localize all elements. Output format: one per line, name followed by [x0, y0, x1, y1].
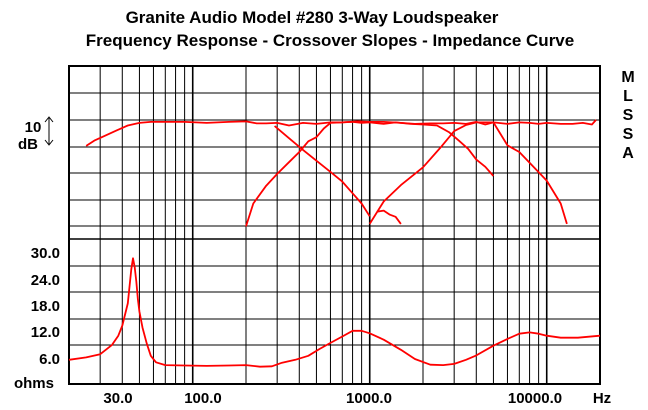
- impedance-curve: [68, 257, 601, 368]
- axis-labels: 10 dB 30.0 24.0 18.0 12.0 6.0 ohms 30.0 …: [14, 69, 635, 407]
- y-tick-label-24: 24.0: [31, 272, 60, 289]
- x-tick-label-100: 100.0: [184, 390, 222, 407]
- db-scale-value: 10: [25, 119, 42, 136]
- right-label-s2: S: [623, 126, 634, 143]
- db-scale-arrow-icon: [44, 116, 54, 146]
- db-scale-unit: dB: [18, 136, 38, 153]
- tweeter-crossover-tail-curve: [376, 209, 402, 225]
- response-curve: [85, 119, 597, 147]
- y-tick-label-30: 30.0: [31, 245, 60, 262]
- curves: [68, 119, 601, 368]
- x-tick-label-30: 30.0: [103, 390, 132, 407]
- right-label-a: A: [622, 145, 634, 162]
- y-axis-unit: ohms: [14, 375, 54, 392]
- plot-frame: [68, 65, 601, 385]
- midrange-crossover-curve: [245, 121, 495, 227]
- x-tick-label-10000: 10000.0: [508, 390, 562, 407]
- grid: [68, 65, 601, 385]
- chart-title: Granite Audio Model #280 3-Way Loudspeak…: [125, 8, 499, 27]
- y-tick-label-6: 6.0: [39, 351, 60, 368]
- x-axis-unit: Hz: [593, 390, 611, 407]
- right-label-l: L: [623, 88, 633, 105]
- y-tick-label-12: 12.0: [31, 324, 60, 341]
- chart-subtitle: Frequency Response - Crossover Slopes - …: [85, 31, 575, 50]
- x-tick-label-1000: 1000.0: [346, 390, 392, 407]
- right-label-s1: S: [623, 107, 634, 124]
- right-label-m: M: [621, 69, 634, 86]
- woofer-crossover-curve: [274, 125, 371, 217]
- y-tick-label-18: 18.0: [31, 298, 60, 315]
- tweeter-crossover-curve: [368, 121, 568, 225]
